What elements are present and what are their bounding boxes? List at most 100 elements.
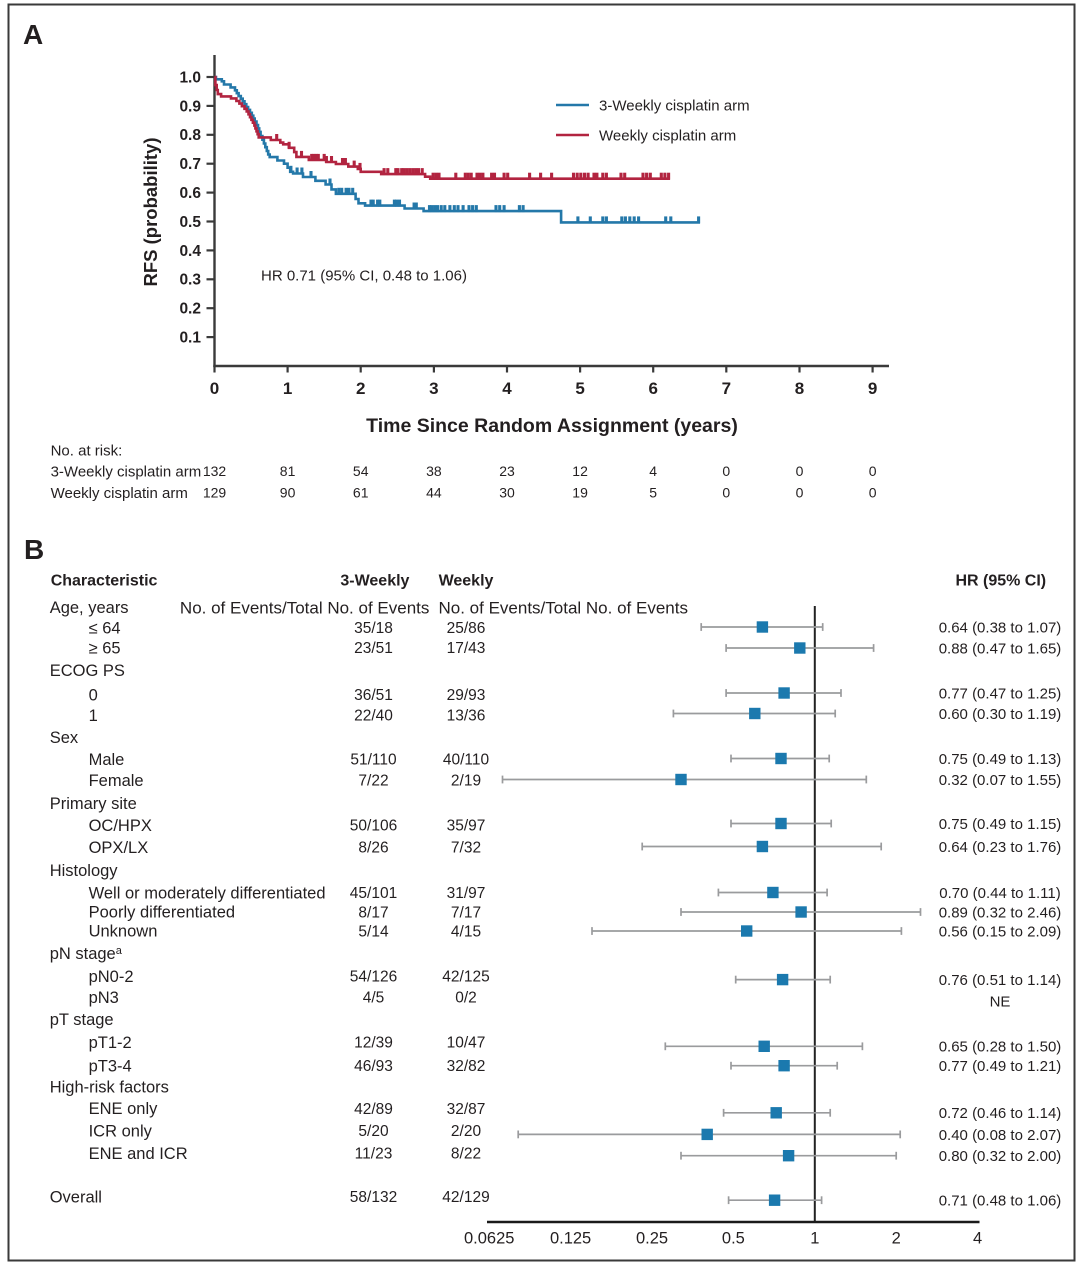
svg-text:OPX/LX: OPX/LX — [89, 839, 149, 857]
svg-text:Weekly cisplatin arm: Weekly cisplatin arm — [599, 127, 736, 144]
svg-text:RFS (probability): RFS (probability) — [140, 137, 161, 286]
svg-text:0.8: 0.8 — [179, 127, 201, 144]
svg-text:36/51: 36/51 — [354, 687, 393, 704]
svg-text:1: 1 — [89, 707, 98, 725]
svg-text:5/20: 5/20 — [358, 1123, 389, 1140]
svg-text:8: 8 — [795, 379, 804, 398]
svg-text:9: 9 — [868, 379, 877, 398]
svg-text:23: 23 — [499, 463, 515, 479]
svg-text:No. of Events/Total No. of Eve: No. of Events/Total No. of Events — [180, 598, 429, 617]
svg-text:Female: Female — [89, 772, 144, 790]
svg-text:17/43: 17/43 — [447, 640, 486, 657]
svg-text:0.125: 0.125 — [550, 1230, 591, 1248]
svg-text:0.4: 0.4 — [179, 243, 201, 260]
svg-text:Weekly: Weekly — [439, 572, 494, 589]
svg-text:0.40 (0.08 to 2.07): 0.40 (0.08 to 2.07) — [939, 1127, 1062, 1144]
svg-text:0.89 (0.32 to 2.46): 0.89 (0.32 to 2.46) — [939, 904, 1062, 921]
svg-text:46/93: 46/93 — [354, 1058, 393, 1075]
svg-text:90: 90 — [280, 484, 296, 500]
svg-text:8/17: 8/17 — [358, 904, 388, 921]
svg-text:pT stage: pT stage — [50, 1011, 114, 1029]
svg-text:pT3-4: pT3-4 — [89, 1058, 132, 1076]
svg-text:5: 5 — [649, 484, 657, 500]
svg-text:22/40: 22/40 — [354, 708, 393, 725]
svg-text:23/51: 23/51 — [354, 640, 393, 657]
svg-text:0: 0 — [210, 379, 219, 398]
svg-text:0.71 (0.48 to 1.06): 0.71 (0.48 to 1.06) — [939, 1193, 1062, 1210]
svg-text:pN3: pN3 — [89, 989, 119, 1007]
svg-text:11/23: 11/23 — [355, 1145, 393, 1162]
svg-text:25/86: 25/86 — [447, 620, 486, 637]
svg-text:7/22: 7/22 — [358, 773, 388, 790]
svg-text:2: 2 — [892, 1230, 901, 1248]
svg-text:35/97: 35/97 — [447, 818, 486, 835]
svg-text:No. of Events/Total No. of Eve: No. of Events/Total No. of Events — [439, 598, 688, 617]
svg-text:3: 3 — [429, 379, 438, 398]
svg-text:0.65 (0.28 to 1.50): 0.65 (0.28 to 1.50) — [939, 1039, 1062, 1056]
svg-text:0.3: 0.3 — [179, 272, 201, 289]
svg-text:4: 4 — [973, 1230, 982, 1248]
svg-text:10/47: 10/47 — [447, 1035, 486, 1052]
svg-text:0.7: 0.7 — [179, 156, 201, 173]
svg-text:54/126: 54/126 — [350, 969, 397, 986]
svg-text:High-risk factors: High-risk factors — [50, 1079, 169, 1097]
svg-text:0.88 (0.47 to 1.65): 0.88 (0.47 to 1.65) — [939, 640, 1062, 657]
svg-text:3-Weekly cisplatin arm: 3-Weekly cisplatin arm — [51, 463, 202, 480]
svg-text:Age, years: Age, years — [50, 599, 129, 617]
svg-text:0.1: 0.1 — [179, 330, 201, 347]
svg-text:Characteristic: Characteristic — [51, 572, 158, 589]
svg-text:58/132: 58/132 — [350, 1189, 397, 1206]
svg-text:31/97: 31/97 — [447, 885, 486, 902]
svg-text:0.60 (0.30 to 1.19): 0.60 (0.30 to 1.19) — [939, 706, 1062, 723]
svg-text:42/89: 42/89 — [354, 1101, 393, 1118]
svg-text:2/20: 2/20 — [451, 1123, 482, 1140]
svg-text:32/82: 32/82 — [447, 1058, 486, 1075]
svg-text:0.2: 0.2 — [179, 301, 201, 318]
svg-text:0.72 (0.46 to 1.14): 0.72 (0.46 to 1.14) — [939, 1105, 1062, 1122]
svg-text:7: 7 — [722, 379, 731, 398]
svg-text:0.5: 0.5 — [179, 214, 201, 231]
svg-text:NE: NE — [990, 994, 1011, 1011]
svg-text:0: 0 — [796, 463, 804, 479]
svg-text:HR (95% CI): HR (95% CI) — [955, 572, 1046, 589]
svg-text:1: 1 — [810, 1230, 819, 1248]
svg-text:4: 4 — [502, 379, 512, 398]
svg-text:51/110: 51/110 — [350, 752, 397, 769]
svg-text:0/2: 0/2 — [455, 990, 477, 1007]
svg-text:2: 2 — [356, 379, 365, 398]
svg-text:Overall: Overall — [50, 1188, 102, 1206]
svg-text:0.5: 0.5 — [722, 1230, 745, 1248]
svg-text:0.75 (0.49 to 1.13): 0.75 (0.49 to 1.13) — [939, 751, 1062, 768]
svg-text:3-Weekly cisplatin arm: 3-Weekly cisplatin arm — [599, 97, 750, 114]
svg-text:0.9: 0.9 — [179, 98, 201, 115]
svg-text:6: 6 — [648, 379, 657, 398]
svg-text:4: 4 — [649, 463, 657, 479]
svg-text:Primary site: Primary site — [50, 795, 137, 813]
svg-text:13/36: 13/36 — [447, 708, 486, 725]
svg-text:B: B — [24, 534, 44, 565]
svg-text:7/32: 7/32 — [451, 840, 481, 857]
svg-text:0: 0 — [89, 687, 98, 705]
svg-text:81: 81 — [280, 463, 296, 479]
svg-text:A: A — [23, 19, 43, 50]
svg-text:0: 0 — [796, 484, 804, 500]
svg-text:0.75 (0.49 to 1.15): 0.75 (0.49 to 1.15) — [939, 816, 1062, 833]
svg-text:0: 0 — [722, 484, 730, 500]
svg-text:4/5: 4/5 — [363, 990, 385, 1007]
svg-text:Histology: Histology — [50, 862, 119, 880]
svg-text:≥ 65: ≥ 65 — [89, 640, 121, 658]
svg-text:8/22: 8/22 — [451, 1145, 481, 1162]
svg-text:132: 132 — [203, 463, 227, 479]
svg-text:8/26: 8/26 — [358, 840, 388, 857]
svg-text:0: 0 — [722, 463, 730, 479]
svg-text:12/39: 12/39 — [354, 1035, 393, 1052]
svg-text:0.25: 0.25 — [636, 1230, 668, 1248]
svg-text:45/101: 45/101 — [350, 885, 397, 902]
svg-text:0.64 (0.23 to 1.76): 0.64 (0.23 to 1.76) — [939, 839, 1062, 856]
svg-text:5: 5 — [575, 379, 584, 398]
svg-text:ENE only: ENE only — [89, 1100, 159, 1118]
svg-text:0.0625: 0.0625 — [464, 1230, 514, 1248]
svg-text:Poorly differentiated: Poorly differentiated — [89, 904, 235, 922]
svg-text:≤ 64: ≤ 64 — [89, 620, 121, 638]
svg-text:0: 0 — [869, 463, 877, 479]
